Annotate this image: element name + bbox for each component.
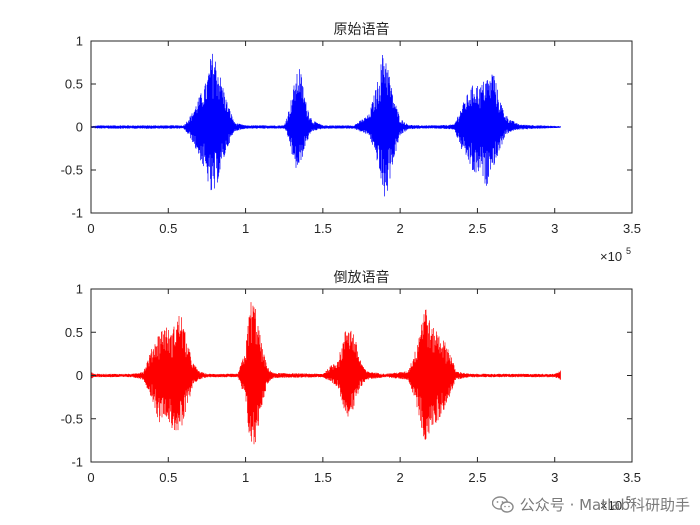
x-tick-label: 2.5 [468,221,486,236]
x-tick-label: 0.5 [159,221,177,236]
x-tick-label: 2.5 [468,470,486,485]
y-tick-label: 0.5 [65,325,83,340]
x-tick-label: 1.5 [314,221,332,236]
y-tick-label: 0.5 [65,77,83,92]
chart-title: 原始语音 [334,21,390,38]
y-tick-label: 0 [76,368,83,383]
y-tick-label: -0.5 [61,411,83,426]
y-tick-label: -1 [71,455,83,470]
watermark: 公众号 · Matlab科研助手 [491,494,690,515]
y-tick-label: 1 [76,34,83,49]
x-exponent-label: ×10 [600,498,622,513]
series-line-2-1 [90,302,561,445]
x-exponent-power: 5 [626,246,631,256]
x-tick-label: 3 [551,470,558,485]
x-tick-label: 2 [397,470,404,485]
y-tick-label: 0 [76,120,83,135]
x-tick-label: 3 [551,221,558,236]
chart-title: 倒放语音 [334,269,390,286]
x-exponent-power: 5 [626,495,631,505]
x-tick-label: 3.5 [623,470,641,485]
wechat-icon [491,495,514,513]
x-tick-label: 1 [242,221,249,236]
chart-2: 0 0.5 1 1.5 2 2.5 3 3.5 -1 -0.5 0 0.5 1 倒放语音 ×10 5 [61,269,641,513]
y-tick-label: 1 [76,282,83,297]
x-exponent-label: ×10 [600,249,622,264]
watermark-text: 公众号 · Matlab科研助手 [519,496,690,514]
x-tick-label: 2 [397,221,404,236]
x-tick-label: 0.5 [159,470,177,485]
x-tick-label: 3.5 [623,221,641,236]
series-line-1-1 [90,53,561,197]
x-tick-label: 0 [87,470,94,485]
x-tick-label: 1.5 [314,470,332,485]
x-tick-label: 0 [87,221,94,236]
x-tick-label: 1 [242,470,249,485]
y-tick-label: -0.5 [61,163,83,178]
y-tick-label: -1 [71,206,83,221]
chart-1: 0 0.5 1 1.5 2 2.5 3 3.5 -1 -0.5 0 0.5 1 原始语音 ×10 5 [61,21,641,264]
